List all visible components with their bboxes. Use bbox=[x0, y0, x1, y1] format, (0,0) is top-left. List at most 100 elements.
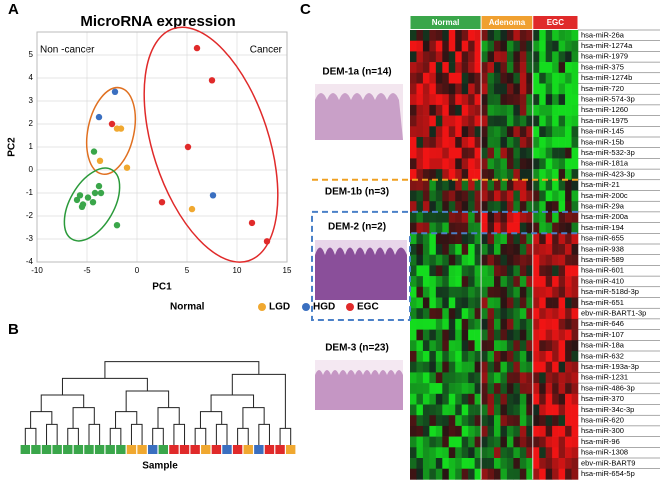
heatmap-cell bbox=[442, 62, 450, 74]
heatmap-cell bbox=[435, 179, 443, 191]
heatmap-cell bbox=[526, 147, 534, 159]
heatmap-cell bbox=[571, 179, 579, 191]
heatmap-cell bbox=[513, 329, 521, 341]
heatmap-cell bbox=[532, 383, 540, 395]
heatmap-cell bbox=[552, 190, 559, 202]
heatmap-cell bbox=[448, 447, 456, 459]
heatmap-cell bbox=[435, 72, 443, 84]
heatmap-cell bbox=[532, 179, 540, 191]
row-label: hsa-miR-654-5p bbox=[581, 469, 635, 478]
point bbox=[96, 157, 104, 164]
heatmap-cell bbox=[494, 404, 501, 416]
heatmap-cell bbox=[474, 447, 482, 459]
heatmap-cell bbox=[410, 458, 417, 469]
heatmap-cell bbox=[571, 265, 579, 277]
row-label: hsa-miR-34c-3p bbox=[581, 405, 634, 414]
heatmap-cell bbox=[494, 115, 501, 127]
heatmap-cell bbox=[571, 458, 579, 469]
heatmap-cell bbox=[435, 329, 443, 341]
heatmap-cell bbox=[558, 83, 566, 95]
dendrogram-branch bbox=[104, 361, 260, 379]
y-tick-label: 2 bbox=[29, 119, 34, 128]
heatmap-cell bbox=[468, 329, 475, 341]
heatmap-cell bbox=[552, 318, 559, 330]
heatmap-cell bbox=[455, 393, 462, 405]
heatmap-cell bbox=[545, 351, 553, 362]
heatmap-cell bbox=[519, 372, 527, 384]
heatmap-cell bbox=[513, 372, 521, 384]
heatmap-cell bbox=[468, 361, 475, 373]
heatmap-cell bbox=[571, 254, 579, 266]
heatmap-cell bbox=[487, 190, 495, 202]
row-label: hsa-miR-193a-3p bbox=[581, 362, 639, 371]
heatmap-cell bbox=[468, 244, 475, 255]
y-axis-label: PC2 bbox=[7, 137, 18, 157]
heatmap-cell bbox=[500, 222, 508, 234]
heatmap-cell bbox=[526, 51, 534, 63]
heatmap-cell bbox=[558, 286, 566, 298]
heatmap-cell bbox=[552, 147, 559, 159]
heatmap-cell bbox=[461, 147, 469, 159]
heatmap-cell bbox=[487, 169, 495, 181]
heatmap-cell bbox=[571, 72, 579, 84]
heatmap-cell bbox=[410, 329, 417, 341]
heatmap-cell bbox=[571, 351, 579, 362]
legend-marker bbox=[346, 303, 354, 311]
heatmap-cell bbox=[416, 265, 424, 277]
heatmap-cell bbox=[571, 329, 579, 341]
heatmap-cell bbox=[448, 94, 456, 106]
heatmap-cell bbox=[513, 72, 521, 84]
heatmap-cell bbox=[474, 372, 482, 384]
module-label: DEM-3 (n=23) bbox=[325, 343, 389, 354]
heatmap-cell bbox=[571, 425, 579, 437]
heatmap-cell bbox=[455, 169, 462, 181]
heatmap-cell bbox=[461, 372, 469, 384]
heatmap-cell bbox=[506, 244, 514, 255]
heatmap-cell bbox=[513, 115, 521, 127]
heatmap-cell bbox=[474, 51, 482, 63]
heatmap-cell bbox=[474, 468, 482, 480]
heatmap-cell bbox=[532, 458, 540, 469]
heatmap-cell bbox=[532, 137, 540, 148]
legend-label: Normal bbox=[170, 302, 205, 313]
heatmap-cell bbox=[474, 30, 482, 41]
heatmap-cell bbox=[494, 318, 501, 330]
heatmap-cell bbox=[519, 351, 527, 362]
heatmap-cell bbox=[442, 51, 450, 63]
heatmap-cell bbox=[468, 94, 475, 106]
heatmap-cell bbox=[468, 318, 475, 330]
heatmap-cell bbox=[422, 179, 430, 191]
heatmap-cell bbox=[422, 62, 430, 74]
heatmap-cell bbox=[422, 447, 430, 459]
sample-square bbox=[105, 445, 115, 454]
heatmap-cell bbox=[500, 169, 508, 181]
column-group-bar bbox=[533, 16, 578, 29]
heatmap-cell bbox=[468, 179, 475, 191]
heatmap-cell bbox=[565, 308, 572, 320]
heatmap-cell bbox=[422, 468, 430, 480]
heatmap-cell bbox=[519, 158, 527, 170]
heatmap-cell bbox=[416, 137, 424, 148]
heatmap-cell bbox=[519, 233, 527, 245]
heatmap-cell bbox=[429, 62, 437, 74]
heatmap-cell bbox=[410, 72, 417, 84]
heatmap-cell bbox=[494, 340, 501, 352]
heatmap-cell bbox=[545, 40, 553, 52]
heatmap-cell bbox=[500, 211, 508, 223]
heatmap-cell bbox=[487, 62, 495, 74]
heatmap-cell bbox=[519, 30, 527, 41]
dendrogram-branch bbox=[279, 427, 292, 445]
heatmap-cell bbox=[422, 190, 430, 202]
heatmap-cell bbox=[558, 30, 566, 41]
heatmap-cell bbox=[487, 308, 495, 320]
heatmap-cell bbox=[532, 276, 540, 288]
heatmap-cell bbox=[494, 62, 501, 74]
heatmap-cell bbox=[526, 276, 534, 288]
heatmap-cell bbox=[571, 415, 579, 427]
heatmap-cell bbox=[558, 190, 566, 202]
heatmap-cell bbox=[416, 115, 424, 127]
heatmap-cell bbox=[442, 30, 450, 41]
heatmap-cell bbox=[455, 115, 462, 127]
heatmap-cell bbox=[565, 62, 572, 74]
heatmap-cell bbox=[455, 351, 462, 362]
